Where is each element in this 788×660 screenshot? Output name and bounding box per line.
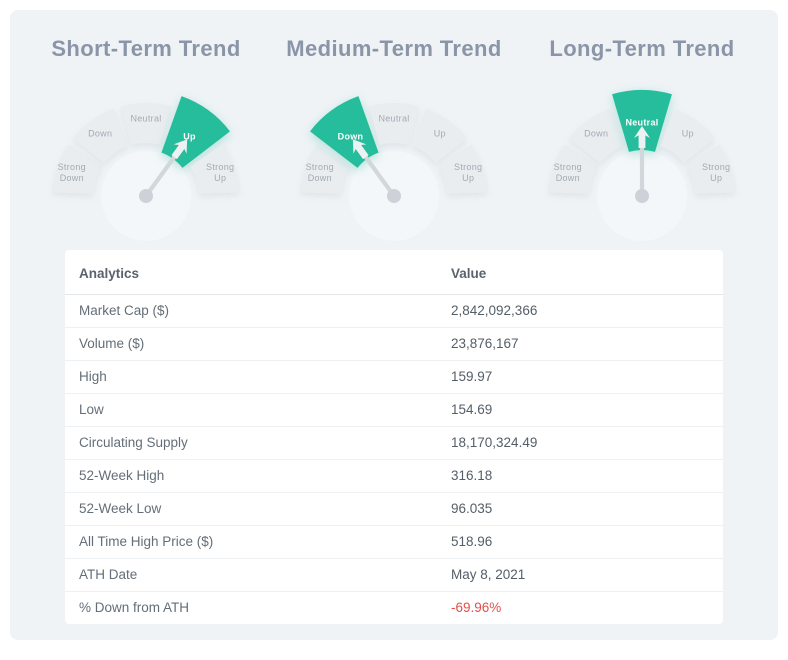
gauge-dial: Strong Down Down Neutral Up Strong Up xyxy=(53,96,239,242)
row-label: Volume ($) xyxy=(65,327,437,362)
gauge-segment xyxy=(412,109,468,164)
gauge-segment xyxy=(72,109,128,164)
gauge-segment-label: Down xyxy=(338,132,364,142)
gauge-segment xyxy=(686,144,735,195)
row-label: Market Cap ($) xyxy=(65,294,437,329)
gauge-segment xyxy=(120,103,172,146)
gauge-segment xyxy=(568,109,624,164)
analytics-panel: Short-Term Trend Strong Down Down Neutral Up S… xyxy=(10,10,778,640)
table-header-row: Analytics Value xyxy=(65,250,723,296)
gauge-title: Short-Term Trend xyxy=(51,36,241,61)
gauge-needle xyxy=(361,152,397,199)
analytics-table-head: Analytics Value xyxy=(65,250,723,296)
analytics-table: Analytics Value Market Cap ($) 2,842,092,… xyxy=(65,250,723,624)
row-label: All Time High Price ($) xyxy=(65,525,437,560)
gauge-dial: Strong Down Down Neutral Up Strong Up xyxy=(301,96,487,242)
gauge-needle xyxy=(143,152,179,199)
row-value: 316.18 xyxy=(437,459,723,494)
table-row: ATH Date May 8, 2021 xyxy=(65,558,723,593)
gauge-arrow-icon xyxy=(352,139,369,160)
row-label: 52-Week High xyxy=(65,459,437,494)
gauge-segment-label: Down xyxy=(88,129,112,139)
row-label: 52-Week Low xyxy=(65,492,437,527)
gauge-segment xyxy=(660,109,716,164)
gauge-segment xyxy=(190,144,239,195)
table-row: Volume ($) 23,876,167 xyxy=(65,327,723,362)
gauge-segment xyxy=(301,144,350,195)
row-value: May 8, 2021 xyxy=(437,558,723,593)
row-value: 2,842,092,366 xyxy=(437,294,723,329)
analytics-table-body: Market Cap ($) 2,842,092,366 Volume ($) 23,… xyxy=(65,294,723,625)
row-value: 18,170,324.49 xyxy=(437,426,723,461)
row-value: 159.97 xyxy=(437,360,723,395)
gauge-segment-label: Up xyxy=(434,129,446,139)
trend-gauge: Medium-Term Trend Strong Down Down Neutral Up… xyxy=(272,18,516,242)
table-row: Circulating Supply 18,170,324.49 xyxy=(65,426,723,461)
gauge-segment-selected xyxy=(612,90,672,153)
gauge-segment-label: Strong Down xyxy=(306,162,334,183)
row-label: Circulating Supply xyxy=(65,426,437,461)
row-value: -69.96% xyxy=(451,600,502,616)
trend-gauges: Short-Term Trend Strong Down Down Neutral Up S… xyxy=(10,10,778,242)
gauge-segment xyxy=(438,144,487,195)
table-row: Low 154.69 xyxy=(65,393,723,428)
row-label: ATH Date xyxy=(65,558,437,593)
gauge-needle-pivot xyxy=(139,189,153,204)
row-label: Low xyxy=(65,393,437,428)
trend-gauge: Short-Term Trend Strong Down Down Neutral Up S… xyxy=(24,18,268,242)
gauge-title: Long-Term Trend xyxy=(549,36,735,61)
gauge-segment-label: Up xyxy=(183,132,196,142)
column-header-analytics: Analytics xyxy=(65,250,437,296)
row-value: 23,876,167 xyxy=(437,327,723,362)
gauge-segment-label: Strong Up xyxy=(702,162,730,183)
table-row: Market Cap ($) 2,842,092,366 xyxy=(65,294,723,329)
gauge-segment xyxy=(368,103,420,146)
row-label: High xyxy=(65,360,437,395)
table-row: High 159.97 xyxy=(65,360,723,395)
row-value: 96.035 xyxy=(437,492,723,527)
row-value: 154.69 xyxy=(437,393,723,428)
gauge-segment-label: Strong Down xyxy=(58,162,86,183)
gauge-segment xyxy=(549,144,598,195)
table-row: % Down from ATH -69.96% xyxy=(65,592,723,625)
gauge-dial: Strong Down Down Neutral Up Strong Up xyxy=(549,90,735,242)
analytics-table-card: Analytics Value Market Cap ($) 2,842,092,… xyxy=(65,250,723,625)
table-row: 52-Week Low 96.035 xyxy=(65,492,723,527)
gauge-arrow-icon xyxy=(634,126,650,149)
row-value: 518.96 xyxy=(437,525,723,560)
gauge-segment-label: Up xyxy=(682,129,694,139)
gauge-needle-pivot xyxy=(635,189,649,204)
gauge-segment-label: Down xyxy=(584,129,608,139)
gauge-segment-label: Neutral xyxy=(378,114,409,124)
table-row: 52-Week High 316.18 xyxy=(65,459,723,494)
row-label: % Down from ATH xyxy=(79,600,190,616)
gauge-needle-pivot xyxy=(387,189,401,204)
gauge-segment-label: Strong Down xyxy=(554,162,582,183)
gauge-segment-label: Neutral xyxy=(130,114,161,124)
table-row: All Time High Price ($) 518.96 xyxy=(65,525,723,560)
trend-gauge: Long-Term Trend Strong Down Down Neutral Up St… xyxy=(520,18,764,242)
gauge-arrow-icon xyxy=(171,139,188,160)
gauge-segment xyxy=(53,144,102,195)
gauge-segment-label: Neutral xyxy=(625,118,658,128)
column-header-value: Value xyxy=(437,250,723,296)
gauge-segment-label: Strong Up xyxy=(206,162,234,183)
gauge-segment-label: Strong Up xyxy=(454,162,482,183)
gauge-title: Medium-Term Trend xyxy=(286,36,502,61)
